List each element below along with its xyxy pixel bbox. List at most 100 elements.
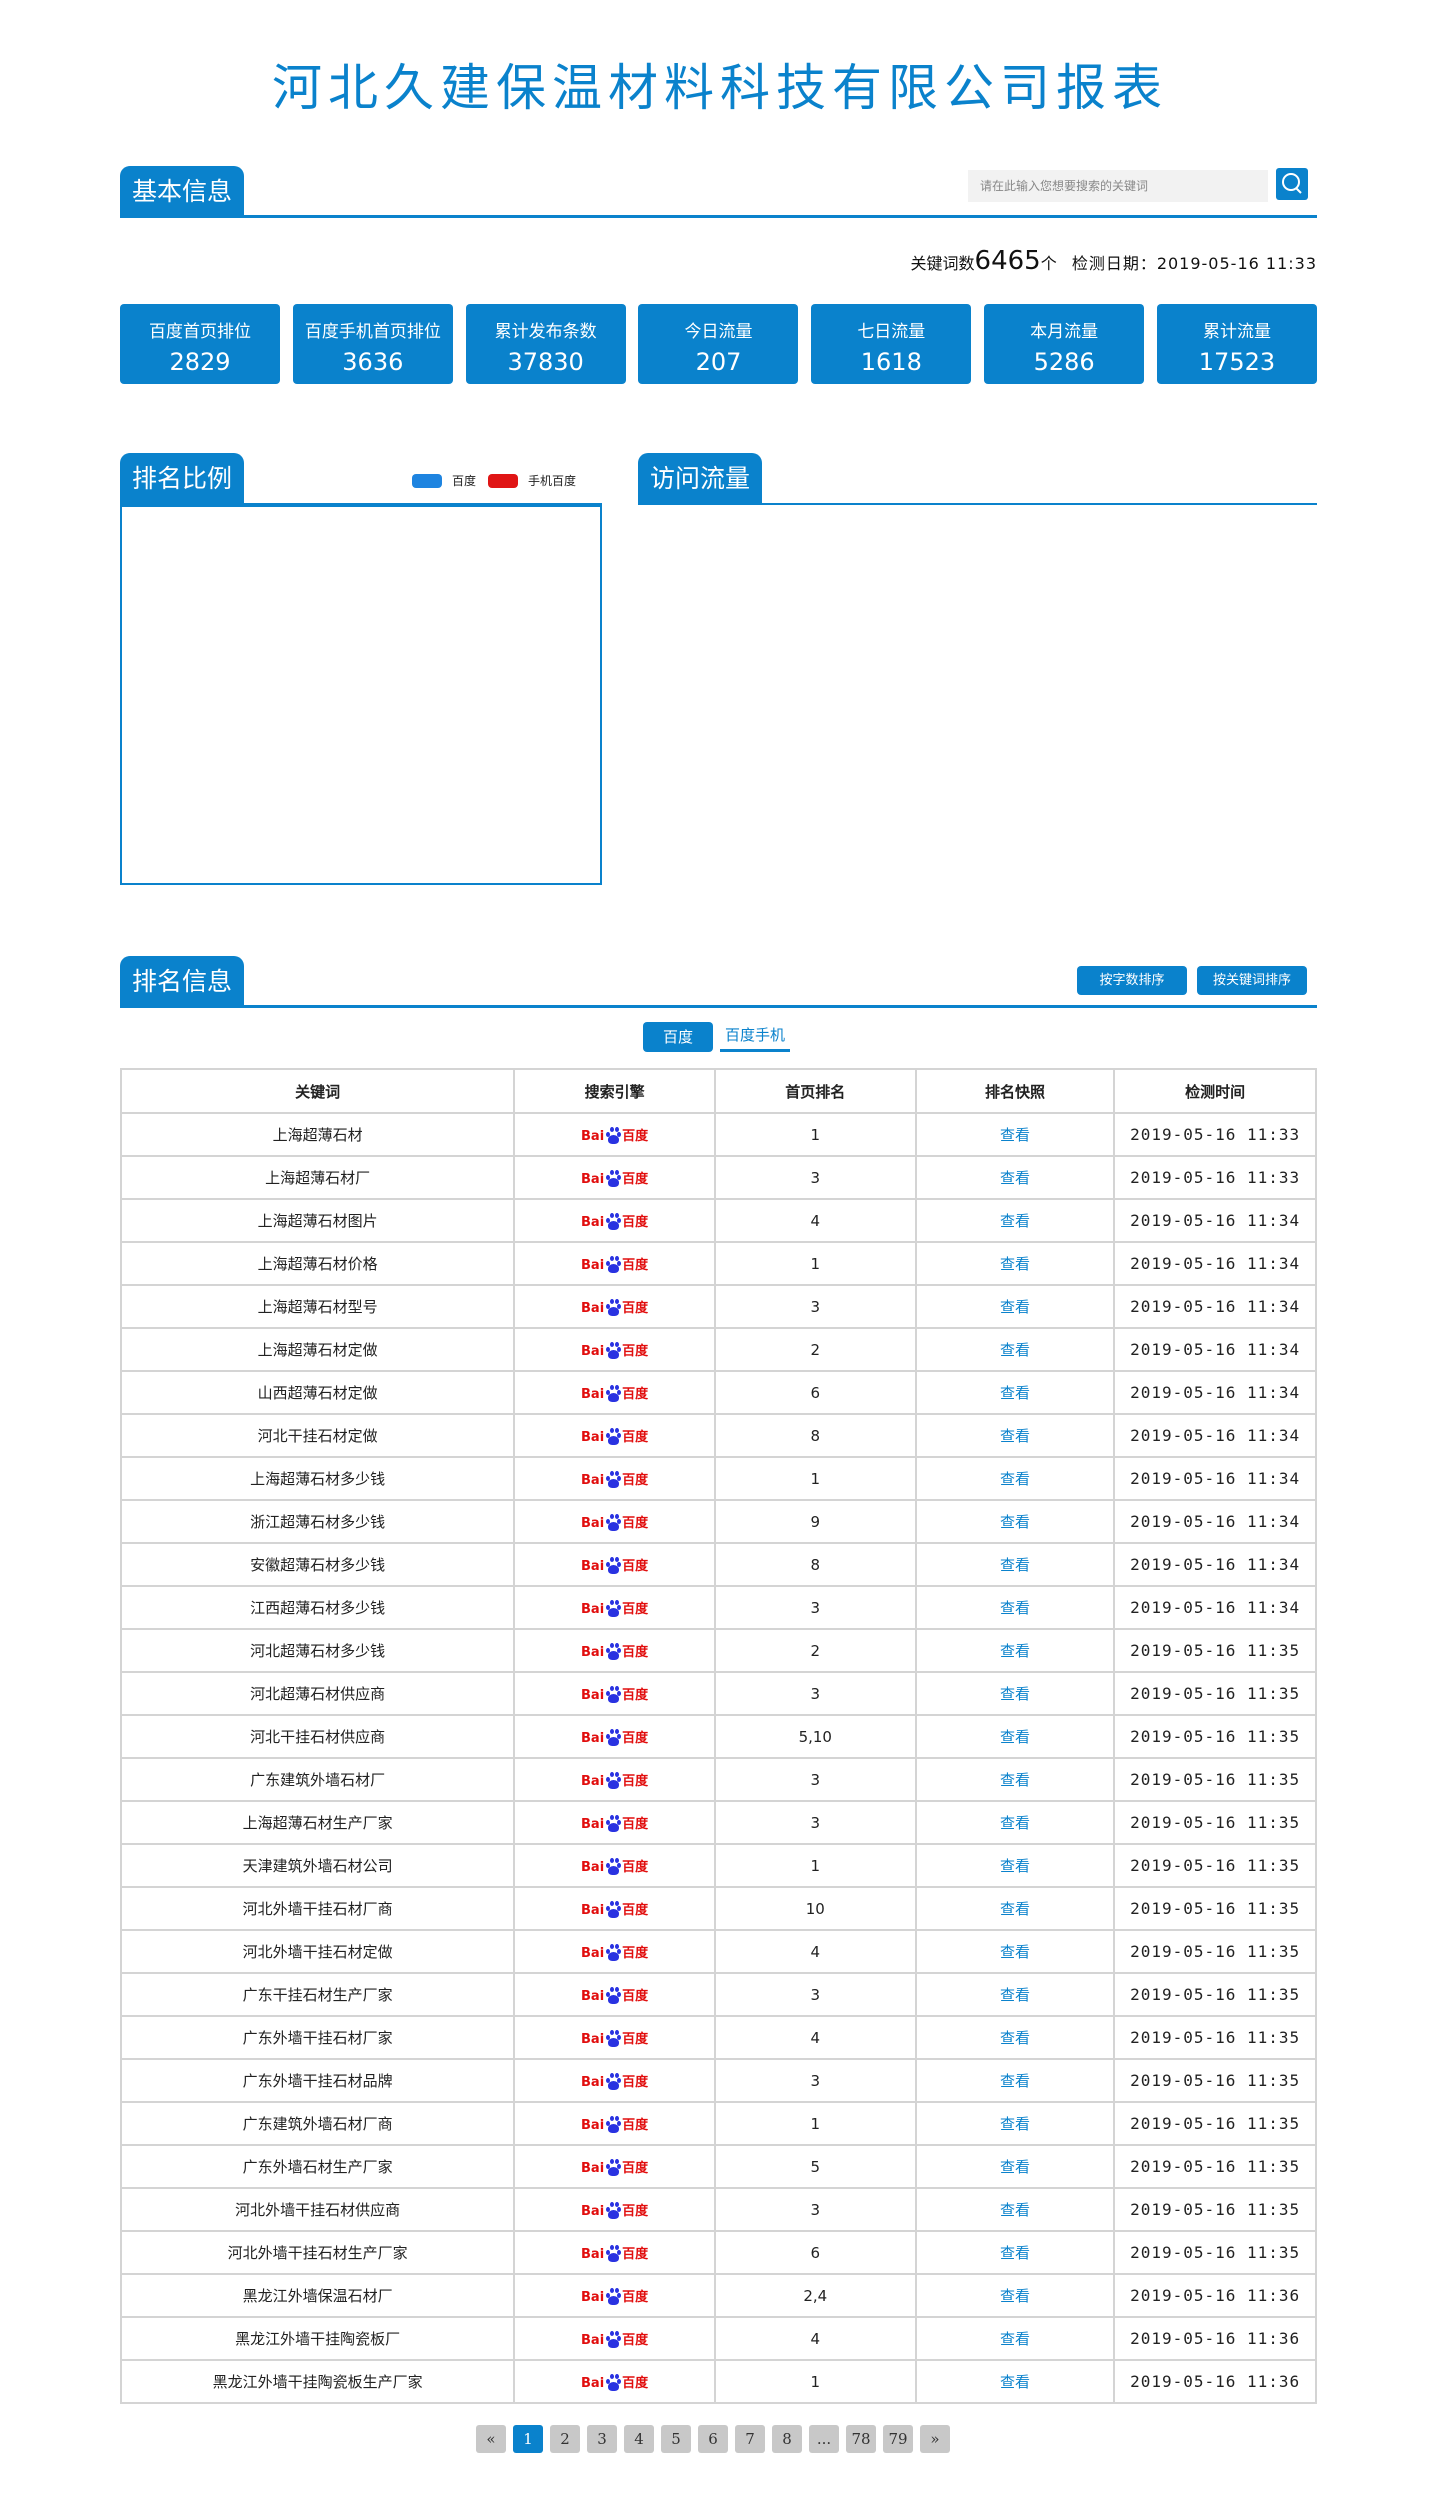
- snapshot-link[interactable]: 查看: [914, 2015, 1116, 2060]
- snapshot-link[interactable]: 查看: [914, 1155, 1116, 1200]
- baidu-logo: Bai 百度: [581, 1256, 649, 1273]
- rank-cell: 2,4: [713, 2273, 917, 2318]
- snapshot-link[interactable]: 查看: [914, 1284, 1116, 1329]
- page-button[interactable]: 2: [550, 2425, 580, 2453]
- page-button[interactable]: 79: [883, 2425, 913, 2453]
- page-button[interactable]: 7: [735, 2425, 765, 2453]
- baidu-paw-icon: [605, 2288, 622, 2305]
- snapshot-link[interactable]: 查看: [914, 2058, 1116, 2103]
- time-cell: 2019-05-16 11:34: [1113, 1241, 1317, 1286]
- engine-cell: Bai 百度: [513, 1886, 716, 1931]
- baidu-logo: Bai 百度: [581, 1557, 649, 1574]
- engine-cell: Bai 百度: [513, 1112, 716, 1157]
- stat-value: 2829: [169, 348, 231, 376]
- legend-swatch-mobile-baidu[interactable]: [488, 473, 519, 488]
- next-page-button[interactable]: »: [920, 2425, 950, 2453]
- engine-cell: Bai 百度: [513, 1327, 716, 1372]
- time-cell: 2019-05-16 11:35: [1113, 1972, 1317, 2017]
- legend-swatch-baidu[interactable]: [412, 473, 442, 488]
- snapshot-link[interactable]: 查看: [914, 1241, 1116, 1286]
- snapshot-link[interactable]: 查看: [914, 1499, 1116, 1544]
- keyword-cell: 河北超薄石材供应商: [119, 1671, 516, 1716]
- snapshot-link[interactable]: 查看: [914, 1671, 1116, 1716]
- prev-page-button[interactable]: «: [476, 2425, 506, 2453]
- keyword-cell: 河北超薄石材多少钱: [119, 1628, 516, 1673]
- tab-baidu-mobile[interactable]: 百度手机: [720, 1022, 791, 1052]
- baidu-paw-icon: [605, 2073, 622, 2090]
- ratio-legend: 百度 手机百度: [412, 472, 576, 489]
- baidu-paw-icon: [605, 1127, 622, 1144]
- search-input[interactable]: [968, 170, 1268, 202]
- baidu-paw-icon: [605, 1256, 622, 1273]
- snapshot-link[interactable]: 查看: [914, 1757, 1116, 1802]
- snapshot-link[interactable]: 查看: [914, 1972, 1116, 2017]
- time-cell: 2019-05-16 11:34: [1113, 1284, 1317, 1329]
- keyword-cell: 天津建筑外墙石材公司: [119, 1843, 516, 1888]
- search-icon: [1282, 173, 1302, 194]
- time-cell: 2019-05-16 11:35: [1113, 1628, 1317, 1673]
- page-button[interactable]: 3: [587, 2425, 617, 2453]
- traffic-header: 访问流量: [638, 453, 1317, 505]
- baidu-logo: Bai 百度: [581, 2116, 649, 2133]
- snapshot-link[interactable]: 查看: [914, 1843, 1116, 1888]
- rank-cell: 3: [713, 1585, 917, 1630]
- ratio-tab: 排名比例: [120, 453, 245, 505]
- baidu-paw-icon: [605, 1514, 622, 1531]
- snapshot-link[interactable]: 查看: [914, 1714, 1116, 1759]
- search-button[interactable]: [1276, 168, 1308, 200]
- snapshot-link[interactable]: 查看: [914, 1800, 1116, 1845]
- time-cell: 2019-05-16 11:35: [1113, 2230, 1317, 2275]
- snapshot-link[interactable]: 查看: [914, 1585, 1116, 1630]
- engine-cell: Bai 百度: [513, 1757, 716, 1802]
- snapshot-link[interactable]: 查看: [914, 1370, 1116, 1415]
- snapshot-link[interactable]: 查看: [914, 1886, 1116, 1931]
- engine-cell: Bai 百度: [513, 2316, 716, 2361]
- snapshot-link[interactable]: 查看: [914, 1542, 1116, 1587]
- page-button[interactable]: 4: [624, 2425, 654, 2453]
- table-row: 安徽超薄石材多少钱 Bai 百度 8 查看 2019-05-16 11:34: [119, 1542, 1317, 1587]
- page-button[interactable]: 6: [698, 2425, 728, 2453]
- tab-baidu[interactable]: 百度: [643, 1022, 714, 1052]
- page-button[interactable]: 78: [846, 2425, 876, 2453]
- page-button[interactable]: 1: [513, 2425, 543, 2453]
- baidu-logo: Bai 百度: [581, 2374, 649, 2391]
- rank-cell: 4: [713, 1198, 917, 1243]
- page-button[interactable]: 5: [661, 2425, 691, 2453]
- snapshot-link[interactable]: 查看: [914, 2230, 1116, 2275]
- table-row: 河北干挂石材定做 Bai 百度 8 查看 2019-05-16 11:34: [119, 1413, 1317, 1458]
- snapshot-link[interactable]: 查看: [914, 1413, 1116, 1458]
- snapshot-link[interactable]: 查看: [914, 1327, 1116, 1372]
- baidu-paw-icon: [605, 1213, 622, 1230]
- snapshot-link[interactable]: 查看: [914, 1198, 1116, 1243]
- page-button[interactable]: 8: [772, 2425, 802, 2453]
- snapshot-link[interactable]: 查看: [914, 1628, 1116, 1673]
- snapshot-link[interactable]: 查看: [914, 2359, 1116, 2404]
- sort-by-chars-button[interactable]: 按字数排序: [1077, 966, 1187, 995]
- baidu-logo: Bai 百度: [581, 1600, 649, 1617]
- time-cell: 2019-05-16 11:34: [1113, 1198, 1317, 1243]
- baidu-paw-icon: [605, 1901, 622, 1918]
- col-engine: 搜索引擎: [513, 1068, 716, 1114]
- baidu-logo: Bai 百度: [581, 2288, 649, 2305]
- snapshot-link[interactable]: 查看: [914, 2144, 1116, 2189]
- snapshot-link[interactable]: 查看: [914, 2101, 1116, 2146]
- snapshot-link[interactable]: 查看: [914, 1112, 1116, 1157]
- stat-card: 今日流量 207: [638, 304, 799, 384]
- snapshot-link[interactable]: 查看: [914, 1929, 1116, 1974]
- stat-label: 本月流量: [1030, 322, 1099, 342]
- sort-by-keyword-button[interactable]: 按关键词排序: [1197, 966, 1307, 995]
- rank-cell: 1: [713, 1843, 917, 1888]
- baidu-paw-icon: [605, 1858, 622, 1875]
- keyword-cell: 广东外墙干挂石材厂家: [119, 2015, 516, 2060]
- snapshot-link[interactable]: 查看: [914, 1456, 1116, 1501]
- snapshot-link[interactable]: 查看: [914, 2273, 1116, 2318]
- time-cell: 2019-05-16 11:35: [1113, 1757, 1317, 1802]
- snapshot-link[interactable]: 查看: [914, 2316, 1116, 2361]
- time-cell: 2019-05-16 11:35: [1113, 1929, 1317, 1974]
- keyword-cell: 上海超薄石材生产厂家: [119, 1800, 516, 1845]
- snapshot-link[interactable]: 查看: [914, 2187, 1116, 2232]
- rank-cell: 3: [713, 1757, 917, 1802]
- rank-cell: 1: [713, 1241, 917, 1286]
- page-button[interactable]: ...: [809, 2425, 839, 2453]
- stat-card: 累计流量 17523: [1156, 304, 1317, 384]
